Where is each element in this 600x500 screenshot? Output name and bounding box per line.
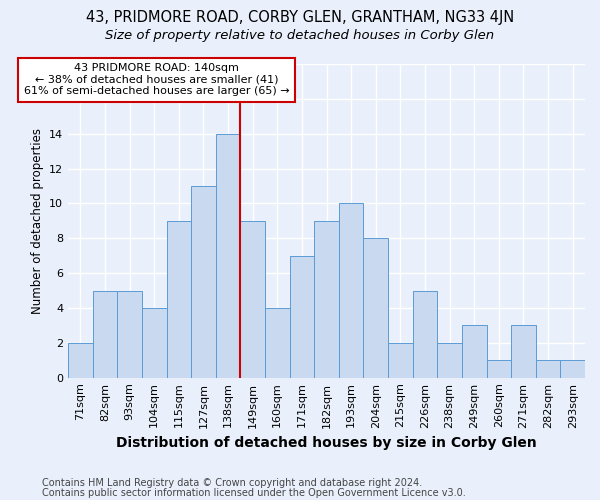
Bar: [142, 308, 167, 378]
Bar: [364, 238, 388, 378]
Bar: [191, 186, 216, 378]
Bar: [413, 290, 437, 378]
Text: 43, PRIDMORE ROAD, CORBY GLEN, GRANTHAM, NG33 4JN: 43, PRIDMORE ROAD, CORBY GLEN, GRANTHAM,…: [86, 10, 514, 25]
Bar: [511, 326, 536, 378]
Bar: [265, 308, 290, 378]
Bar: [241, 221, 265, 378]
Bar: [68, 343, 93, 378]
Bar: [216, 134, 241, 378]
Text: 43 PRIDMORE ROAD: 140sqm
← 38% of detached houses are smaller (41)
61% of semi-d: 43 PRIDMORE ROAD: 140sqm ← 38% of detach…: [24, 63, 290, 96]
Bar: [339, 204, 364, 378]
Bar: [118, 290, 142, 378]
Bar: [560, 360, 585, 378]
Bar: [314, 221, 339, 378]
Y-axis label: Number of detached properties: Number of detached properties: [31, 128, 44, 314]
Text: Contains HM Land Registry data © Crown copyright and database right 2024.: Contains HM Land Registry data © Crown c…: [42, 478, 422, 488]
Bar: [462, 326, 487, 378]
Bar: [536, 360, 560, 378]
X-axis label: Distribution of detached houses by size in Corby Glen: Distribution of detached houses by size …: [116, 436, 537, 450]
Bar: [487, 360, 511, 378]
Text: Contains public sector information licensed under the Open Government Licence v3: Contains public sector information licen…: [42, 488, 466, 498]
Bar: [290, 256, 314, 378]
Text: Size of property relative to detached houses in Corby Glen: Size of property relative to detached ho…: [106, 29, 494, 42]
Bar: [437, 343, 462, 378]
Bar: [167, 221, 191, 378]
Bar: [388, 343, 413, 378]
Bar: [93, 290, 118, 378]
